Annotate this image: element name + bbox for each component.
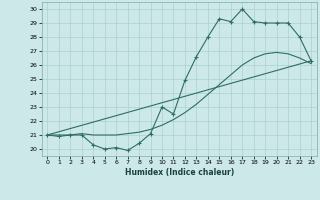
X-axis label: Humidex (Indice chaleur): Humidex (Indice chaleur) bbox=[124, 168, 234, 177]
